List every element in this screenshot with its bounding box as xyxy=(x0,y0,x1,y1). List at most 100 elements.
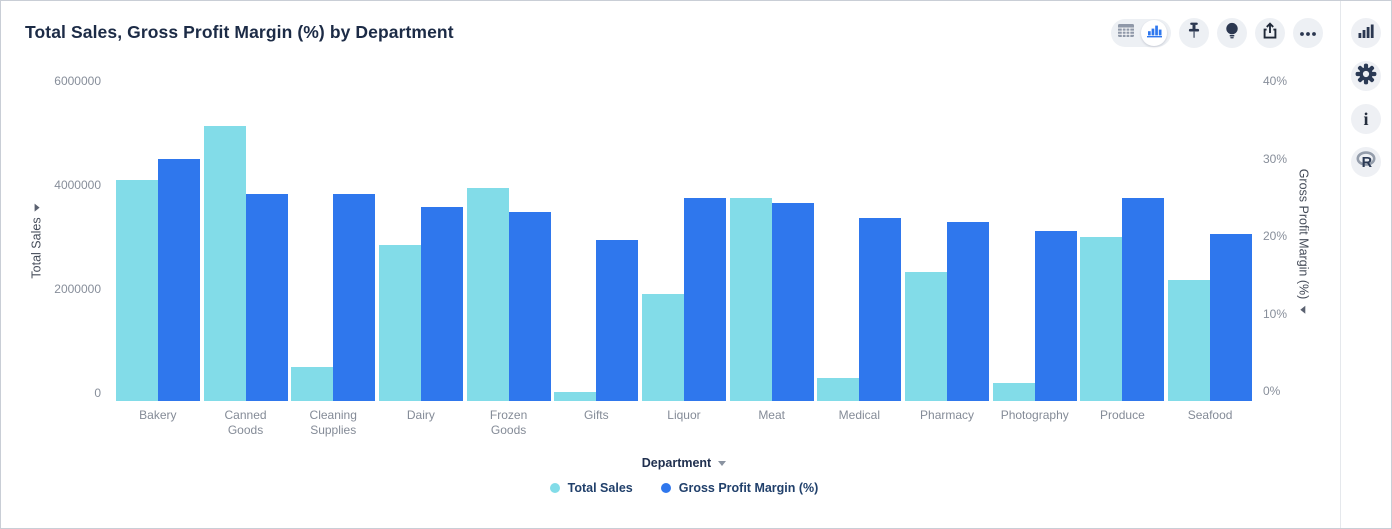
bar-group xyxy=(816,81,904,401)
info-icon: i xyxy=(1363,109,1369,129)
r-logo-icon: R xyxy=(1356,150,1377,174)
r-analytics-button[interactable]: R xyxy=(1351,147,1381,177)
bar-gross-profit-margin-pharmacy[interactable] xyxy=(947,222,990,401)
x-axis-labels: Bakery Canned Goods Cleaning Supplies Dairy Fr… xyxy=(114,408,1254,438)
legend-item-gross-profit-margin[interactable]: Gross Profit Margin (%) xyxy=(660,481,819,495)
bar-total-sales-canned-goods[interactable] xyxy=(203,126,246,401)
bar-total-sales-medical[interactable] xyxy=(817,378,860,401)
x-tick-label: Frozen Goods xyxy=(489,408,528,437)
chart-legend: Total Sales Gross Profit Margin (%) xyxy=(114,481,1254,495)
legend-label: Total Sales xyxy=(567,481,633,495)
share-icon xyxy=(1261,21,1279,45)
y-right-tick: 20% xyxy=(1263,229,1288,243)
dropdown-arrow-icon xyxy=(718,460,727,466)
y-right-tick: 30% xyxy=(1263,151,1288,166)
bar-group xyxy=(728,81,816,401)
view-toggle xyxy=(1111,19,1171,47)
bar-total-sales-cleaning-supplies[interactable] xyxy=(291,367,334,401)
x-tick-label: Gifts xyxy=(583,408,609,422)
bar-total-sales-gifts[interactable] xyxy=(554,392,597,401)
export-button[interactable] xyxy=(1255,18,1285,48)
bar-group xyxy=(640,81,728,401)
pin-button[interactable] xyxy=(1179,18,1209,48)
y-left-axis-label: Total Sales xyxy=(30,217,44,279)
bar-gross-profit-margin-dairy[interactable] xyxy=(420,207,463,401)
bar-chart-icon xyxy=(1358,24,1374,43)
table-view-button[interactable] xyxy=(1111,19,1141,47)
y-right-tick: 0% xyxy=(1263,384,1281,398)
bar-group xyxy=(289,81,377,401)
bar-total-sales-frozen-goods[interactable] xyxy=(466,188,509,401)
y-left-tick: 0 xyxy=(94,386,101,400)
ellipsis-icon xyxy=(1299,24,1317,42)
bar-gross-profit-margin-medical[interactable] xyxy=(859,218,902,401)
bar-gross-profit-margin-seafood[interactable] xyxy=(1210,234,1253,401)
bar-total-sales-meat[interactable] xyxy=(729,198,772,401)
bar-group xyxy=(1166,81,1254,401)
bar-gross-profit-margin-frozen-goods[interactable] xyxy=(508,212,551,401)
pushpin-icon xyxy=(1186,22,1202,44)
bar-gross-profit-margin-canned-goods[interactable] xyxy=(245,194,288,401)
side-rail: i R xyxy=(1340,1,1391,528)
bar-group xyxy=(903,81,991,401)
y-right-tick: 40% xyxy=(1263,74,1288,88)
toolbar xyxy=(1111,18,1323,48)
bar-group xyxy=(377,81,465,401)
x-tick-label: Meat xyxy=(758,408,785,422)
bar-gross-profit-margin-bakery[interactable] xyxy=(157,159,200,401)
y-right-tick: 10% xyxy=(1263,306,1288,321)
bar-total-sales-pharmacy[interactable] xyxy=(905,272,948,401)
bar-group xyxy=(202,81,290,401)
x-tick-label: Dairy xyxy=(406,408,435,422)
legend-item-total-sales[interactable]: Total Sales xyxy=(549,481,633,495)
table-icon xyxy=(1118,24,1134,42)
insights-button[interactable] xyxy=(1217,18,1247,48)
x-tick-label: Medical xyxy=(838,408,881,422)
gear-icon xyxy=(1355,63,1377,90)
bar-total-sales-dairy[interactable] xyxy=(378,245,421,401)
bar-group xyxy=(552,81,640,401)
x-tick-label: Canned Goods xyxy=(224,408,267,437)
department-dropdown[interactable]: Department xyxy=(642,456,727,470)
chart-options-button[interactable] xyxy=(1351,18,1381,48)
bar-total-sales-liquor[interactable] xyxy=(641,294,684,401)
x-tick-label: Pharmacy xyxy=(920,408,975,422)
y-right-axis-title[interactable]: Gross Profit Margin (%) xyxy=(1289,81,1317,401)
bar-total-sales-bakery[interactable] xyxy=(115,180,158,401)
bar-gross-profit-margin-cleaning-supplies[interactable] xyxy=(333,194,376,401)
legend-dot-icon xyxy=(549,483,560,493)
legend-label: Gross Profit Margin (%) xyxy=(678,481,819,495)
y-left-tick: 4000000 xyxy=(54,178,101,192)
x-tick-label: Photography xyxy=(1000,408,1069,422)
y-left-tick: 6000000 xyxy=(54,74,101,88)
bar-chart-icon xyxy=(1146,24,1163,43)
info-button[interactable]: i xyxy=(1351,104,1381,134)
x-tick-label: Cleaning Supplies xyxy=(309,408,357,437)
x-tick-label: Produce xyxy=(1100,408,1145,422)
y-left-tick: 2000000 xyxy=(54,282,101,296)
more-options-button[interactable] xyxy=(1293,18,1323,48)
bar-gross-profit-margin-produce[interactable] xyxy=(1122,198,1165,401)
bar-total-sales-produce[interactable] xyxy=(1080,237,1123,401)
x-tick-label: Bakery xyxy=(139,408,177,422)
chart-view-button[interactable] xyxy=(1141,20,1167,46)
lightbulb-icon xyxy=(1224,22,1240,44)
bar-total-sales-photography[interactable] xyxy=(992,383,1035,401)
y-right-axis-label: Gross Profit Margin (%) xyxy=(1296,168,1310,300)
bar-gross-profit-margin-photography[interactable] xyxy=(1034,231,1077,401)
bar-group xyxy=(1079,81,1167,401)
bar-gross-profit-margin-liquor[interactable] xyxy=(683,198,726,401)
sort-arrow-icon xyxy=(1300,305,1306,314)
page-title: Total Sales, Gross Profit Margin (%) by … xyxy=(25,22,454,42)
bar-total-sales-seafood[interactable] xyxy=(1168,280,1211,401)
x-axis-title: Department xyxy=(114,456,1254,470)
y-left-axis-title[interactable]: Total Sales xyxy=(23,81,51,401)
bar-group xyxy=(991,81,1079,401)
bar-gross-profit-margin-gifts[interactable] xyxy=(596,240,639,401)
settings-button[interactable] xyxy=(1351,61,1381,91)
x-tick-label: Seafood xyxy=(1187,408,1233,422)
bar-gross-profit-margin-meat[interactable] xyxy=(771,203,814,401)
chart-panel: Total Sales, Gross Profit Margin (%) by … xyxy=(1,1,1341,528)
sort-arrow-icon xyxy=(34,203,40,212)
